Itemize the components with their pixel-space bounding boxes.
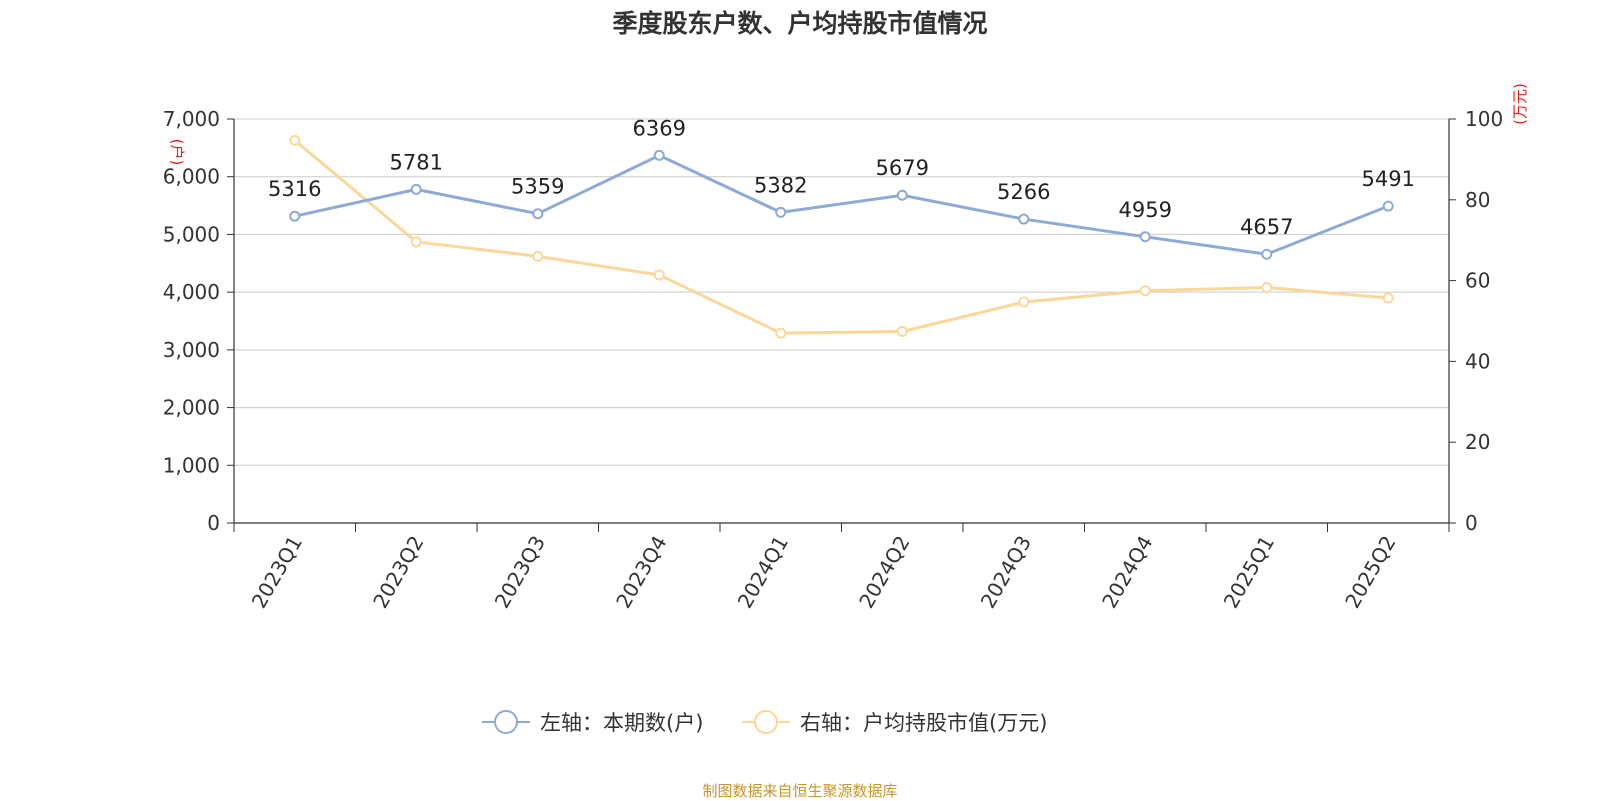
left-axis-tick-label: 1,000 [163,453,220,477]
x-axis-tick-label: 2024Q4 [1097,532,1157,613]
series-1-point[interactable] [410,183,422,195]
data-label: 4657 [1240,215,1293,239]
data-label: 5382 [754,173,807,197]
series-1-point[interactable] [289,210,301,222]
source-note: 制图数据来自恒生聚源数据库 [702,782,898,800]
series-1-point[interactable] [1018,213,1030,225]
x-axis-tick-label: 2024Q3 [976,532,1036,613]
data-labels: 5316 5781 5359 6369 5382 5679 5266 4959 4657 5491 [268,116,1415,239]
series-1-point[interactable] [1139,231,1151,243]
x-axis-tick-label: 2024Q1 [733,532,793,613]
left-axis-tick-label: 3,000 [163,338,220,362]
series-2-point[interactable] [1261,281,1273,293]
series-line-2 [293,139,1389,335]
left-axis-tick-label: 2,000 [163,396,220,420]
left-axis-tick-label: 4,000 [163,280,220,304]
axes: 0 1,000 2,000 3,000 4,000 5,000 6,000 7,000 0 20 4… [163,83,1529,612]
legend-label-2[interactable]: 右轴：户均持股市值(万元) [800,711,1047,735]
series-2-point[interactable] [1139,285,1151,297]
legend-marker-2[interactable] [754,710,778,734]
right-axis-tick-label: 40 [1465,349,1490,373]
series-layer [289,134,1394,339]
legend-marker-1[interactable] [494,710,518,734]
series-1-point[interactable] [896,189,908,201]
series-1-point[interactable] [1382,200,1394,212]
x-axis-tick-label: 2023Q3 [490,532,550,613]
data-label: 5679 [876,156,929,180]
data-label: 5316 [268,177,321,201]
x-axis-tick-label: 2025Q1 [1219,532,1279,613]
x-axis-tick-label: 2023Q4 [611,532,671,613]
legend-label-1[interactable]: 左轴：本期数(户) [540,711,703,735]
right-axis-tick-label: 80 [1465,188,1490,212]
series-2-point[interactable] [1382,292,1394,304]
series-2-point[interactable] [532,250,544,262]
data-label: 6369 [633,116,686,140]
series-1-point[interactable] [1261,248,1273,260]
right-axis-tick-label: 20 [1465,430,1490,454]
right-axis-tick-label: 100 [1465,107,1503,131]
series-line-1 [294,153,1389,256]
left-axis-tick-label: 0 [207,511,220,535]
data-label: 5359 [511,175,564,199]
chart-title: 季度股东户数、户均持股市值情况 [612,9,988,38]
series-2-point[interactable] [1018,296,1030,308]
legend[interactable]: 左轴：本期数(户) 右轴：户均持股市值(万元) [482,710,1047,735]
left-axis-unit: (户) [168,139,186,166]
right-axis-tick-label: 0 [1465,511,1478,535]
right-axis-unit: (万元) [1511,83,1529,125]
series-2-point[interactable] [289,134,301,146]
series-2-point[interactable] [653,269,665,281]
data-label: 5491 [1362,167,1415,191]
left-axis-tick-label: 7,000 [163,107,220,131]
data-label: 4959 [1119,198,1172,222]
series-1-point[interactable] [653,149,665,161]
grid-lines [234,118,1449,466]
data-label: 5781 [390,150,443,174]
x-axis-tick-label: 2023Q2 [368,532,428,613]
series-2-point[interactable] [896,326,908,338]
series-2-point[interactable] [775,327,787,339]
left-axis-tick-label: 5,000 [163,222,220,246]
data-label: 5266 [997,180,1050,204]
x-axis-tick-label: 2023Q1 [247,532,307,613]
series-1-point[interactable] [775,206,787,218]
x-axis-tick-label: 2025Q2 [1340,532,1400,613]
right-axis-tick-label: 60 [1465,269,1490,293]
left-axis-tick-label: 6,000 [163,165,220,189]
series-1-point[interactable] [532,208,544,220]
series-2-point[interactable] [410,236,422,248]
x-axis-tick-label: 2024Q2 [854,532,914,613]
